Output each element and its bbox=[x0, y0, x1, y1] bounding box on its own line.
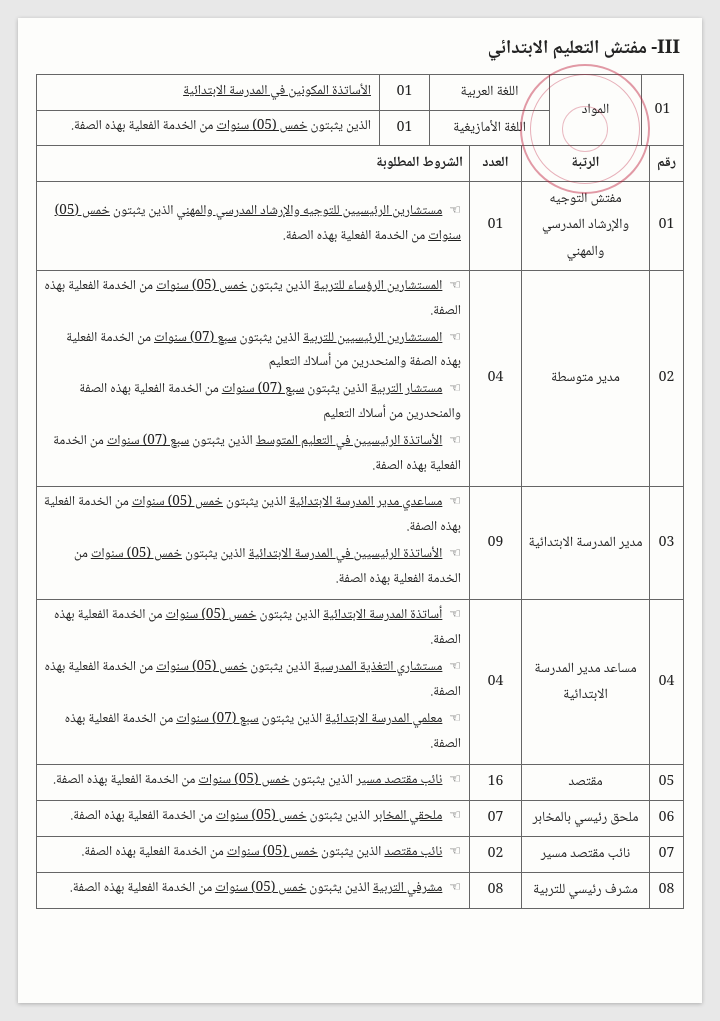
hand-icon: ☜ bbox=[449, 604, 461, 628]
table-row: 07نائب مقتصد مسير02☜ نائب مقتصد الذين يث… bbox=[37, 836, 684, 872]
conditions-cell: ☜ مستشارين الرئيسيين للتوجيه والإرشاد ال… bbox=[37, 181, 470, 270]
rank-cell: مدير المدرسة الابتدائية bbox=[522, 487, 650, 600]
document-page: III- مفتش التعليم الابتدائي 01المواداللغ… bbox=[18, 18, 702, 1003]
hand-icon: ☜ bbox=[449, 430, 461, 454]
table-row: 01المواداللغة العربية01الأساتذة المكونين… bbox=[37, 75, 684, 111]
conditions-cell: ☜ أساتذة المدرسة الابتدائية الذين يثبتون… bbox=[37, 600, 470, 765]
table-row: 05مقتصد16☜ نائب مقتصد مسير الذين يثبتون … bbox=[37, 765, 684, 801]
count-cell: 01 bbox=[470, 181, 522, 270]
hand-icon: ☜ bbox=[449, 841, 461, 865]
table-row: 03مدير المدرسة الابتدائية09☜ مساعدي مدير… bbox=[37, 487, 684, 600]
count-cell: 01 bbox=[380, 75, 430, 111]
table-row: 06ملحق رئيسي بالمخابر07☜ ملحقي المخابر ا… bbox=[37, 800, 684, 836]
rank-cell: مدير متوسطة bbox=[522, 270, 650, 487]
hand-icon: ☜ bbox=[449, 543, 461, 567]
rank-cell: مفتش التوجيه والإرشاد المدرسي والمهني bbox=[522, 181, 650, 270]
row-number: 01 bbox=[642, 75, 684, 146]
row-number: 03 bbox=[650, 487, 684, 600]
col-rank: الرتبة bbox=[522, 146, 650, 182]
row-number: 07 bbox=[650, 836, 684, 872]
row-number: 06 bbox=[650, 800, 684, 836]
row-number: 04 bbox=[650, 600, 684, 765]
hand-icon: ☜ bbox=[449, 491, 461, 515]
rank-cell: ملحق رئيسي بالمخابر bbox=[522, 800, 650, 836]
hand-icon: ☜ bbox=[449, 769, 461, 793]
conditions-cell: ☜ المستشارين الرؤساء للتربية الذين يثبتو… bbox=[37, 270, 470, 487]
count-cell: 09 bbox=[470, 487, 522, 600]
rank-cell: مشرف رئيسي للتربية bbox=[522, 872, 650, 908]
row-number: 01 bbox=[650, 181, 684, 270]
rank-cell: نائب مقتصد مسير bbox=[522, 836, 650, 872]
language-cell: اللغة الأمازيغية bbox=[430, 110, 550, 146]
ranks-table: رقم الرتبة العدد الشروط المطلوبة 01مفتش … bbox=[36, 145, 684, 909]
count-cell: 04 bbox=[470, 600, 522, 765]
hand-icon: ☜ bbox=[449, 378, 461, 402]
subjects-table: 01المواداللغة العربية01الأساتذة المكونين… bbox=[36, 74, 684, 146]
hand-icon: ☜ bbox=[449, 805, 461, 829]
hand-icon: ☜ bbox=[449, 327, 461, 351]
row-number: 08 bbox=[650, 872, 684, 908]
table-row: 01مفتش التوجيه والإرشاد المدرسي والمهني0… bbox=[37, 181, 684, 270]
col-count: العدد bbox=[470, 146, 522, 182]
language-cell: اللغة العربية bbox=[430, 75, 550, 111]
hand-icon: ☜ bbox=[449, 656, 461, 680]
hand-icon: ☜ bbox=[449, 877, 461, 901]
hand-icon: ☜ bbox=[449, 200, 461, 224]
count-cell: 04 bbox=[470, 270, 522, 487]
condition-cell: الذين يثبتون خمس (05) سنوات من الخدمة ال… bbox=[37, 110, 380, 146]
conditions-cell: ☜ نائب مقتصد الذين يثبتون خمس (05) سنوات… bbox=[37, 836, 470, 872]
condition-cell: الأساتذة المكونين في المدرسة الابتدائية bbox=[37, 75, 380, 111]
subjects-label: المواد bbox=[550, 75, 642, 146]
table-row: 08مشرف رئيسي للتربية08☜ مشرفي التربية ال… bbox=[37, 872, 684, 908]
count-cell: 16 bbox=[470, 765, 522, 801]
rank-cell: مساعد مدير المدرسة الابتدائية bbox=[522, 600, 650, 765]
count-cell: 01 bbox=[380, 110, 430, 146]
count-cell: 07 bbox=[470, 800, 522, 836]
count-cell: 02 bbox=[470, 836, 522, 872]
table-row: 02مدير متوسطة04☜ المستشارين الرؤساء للتر… bbox=[37, 270, 684, 487]
table-header-row: رقم الرتبة العدد الشروط المطلوبة bbox=[37, 146, 684, 182]
row-number: 02 bbox=[650, 270, 684, 487]
conditions-cell: ☜ مشرفي التربية الذين يثبتون خمس (05) سن… bbox=[37, 872, 470, 908]
col-num: رقم bbox=[650, 146, 684, 182]
count-cell: 08 bbox=[470, 872, 522, 908]
hand-icon: ☜ bbox=[449, 275, 461, 299]
conditions-cell: ☜ مساعدي مدير المدرسة الابتدائية الذين ي… bbox=[37, 487, 470, 600]
col-cond: الشروط المطلوبة bbox=[37, 146, 470, 182]
table-row: 04مساعد مدير المدرسة الابتدائية04☜ أساتذ… bbox=[37, 600, 684, 765]
section-title: III- مفتش التعليم الابتدائي bbox=[36, 34, 680, 66]
conditions-cell: ☜ ملحقي المخابر الذين يثبتون خمس (05) سن… bbox=[37, 800, 470, 836]
row-number: 05 bbox=[650, 765, 684, 801]
conditions-cell: ☜ نائب مقتصد مسير الذين يثبتون خمس (05) … bbox=[37, 765, 470, 801]
rank-cell: مقتصد bbox=[522, 765, 650, 801]
hand-icon: ☜ bbox=[449, 708, 461, 732]
